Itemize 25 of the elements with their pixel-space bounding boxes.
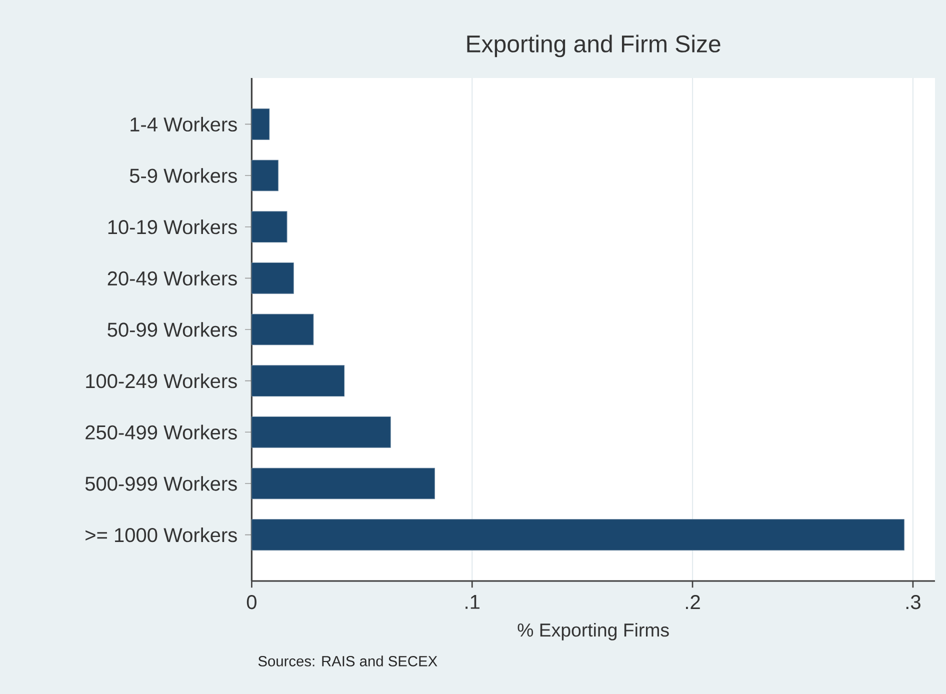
y-tick-label: 500-999 Workers — [85, 476, 237, 491]
y-tick-label: 250-499 Workers — [86, 424, 237, 440]
bar — [251, 468, 435, 500]
x-tick-label: .2 — [686, 595, 700, 610]
x-tick-label: 0 — [246, 595, 256, 610]
y-tick-label: 10-19 Workers — [108, 220, 237, 234]
y-tick-label: 50-99 Workers — [108, 322, 237, 337]
x-axis-title: % Exporting Firms — [518, 622, 669, 640]
y-tick-label: 5-9 Workers — [130, 168, 237, 183]
x-tick-label: .1 — [466, 595, 480, 609]
y-tick-label: 1-4 Workers — [130, 116, 237, 132]
bar — [251, 160, 278, 192]
bar — [251, 365, 345, 396]
y-tick-label: >= 1000 Workers — [86, 527, 237, 542]
y-tick-label: 20-49 Workers — [108, 270, 237, 286]
bar — [251, 211, 288, 243]
y-tick-label: 100-249 Workers — [86, 373, 237, 388]
bar — [251, 262, 294, 294]
source-note: Sources: RAIS and SECEX — [258, 656, 438, 666]
x-tick-label: .3 — [906, 595, 920, 610]
bar — [251, 519, 904, 550]
bar — [251, 314, 314, 346]
bar — [251, 416, 391, 448]
chart-title: Exporting and Firm Size — [467, 34, 720, 58]
bar — [251, 108, 270, 140]
